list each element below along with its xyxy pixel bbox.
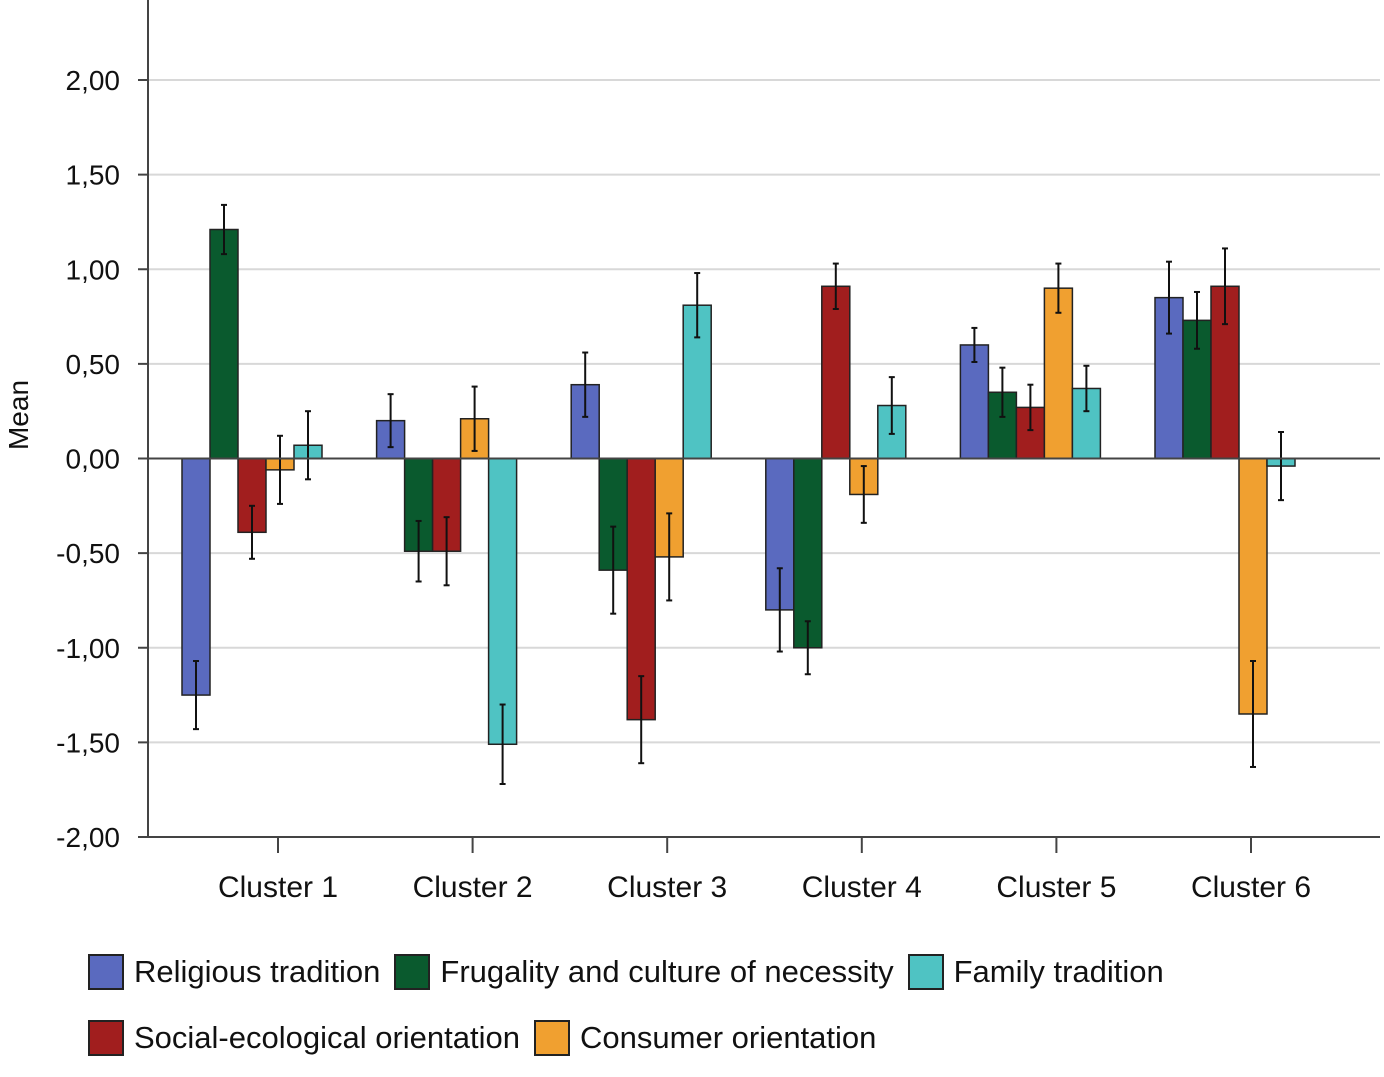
bar xyxy=(821,285,851,460)
legend-swatch xyxy=(88,954,124,990)
legend-label: Religious tradition xyxy=(134,954,381,989)
legend-item: Frugality and culture of necessity xyxy=(394,954,894,990)
y-tick-label: -1,00 xyxy=(56,633,120,664)
bar xyxy=(1043,287,1074,460)
bar xyxy=(181,457,211,696)
x-tick-label: Cluster 2 xyxy=(413,871,533,904)
x-tick-label: Cluster 5 xyxy=(996,871,1116,904)
y-tick-label: -1,50 xyxy=(56,727,120,758)
bar-chart: 2,00 1,50 1,00 0,50 0,00 -0,50 -1,00 -1,50 -2,00… xyxy=(3,0,1380,904)
legend-row: Religious tradition Frugality and culture… xyxy=(88,945,1378,999)
y-tick-label: 0,50 xyxy=(66,349,121,380)
gridlines xyxy=(148,79,1380,838)
legend-swatch xyxy=(394,954,431,990)
legend-item: Family tradition xyxy=(907,954,1164,990)
x-tick-label: Cluster 6 xyxy=(1191,871,1311,904)
y-axis-title: Mean xyxy=(3,380,34,450)
x-tick-label: Cluster 1 xyxy=(218,871,338,904)
bar xyxy=(209,228,239,460)
bar xyxy=(487,457,518,746)
legend: Religious tradition Frugality and culture… xyxy=(88,945,1378,1077)
axes: 2,00 1,50 1,00 0,50 0,00 -0,50 -1,00 -1,50 -2,00… xyxy=(56,0,1380,904)
legend-item: Consumer orientation xyxy=(534,1020,876,1056)
bars xyxy=(181,203,1296,786)
y-tick-label: -2,00 xyxy=(56,822,120,853)
legend-label: Frugality and culture of necessity xyxy=(440,954,894,989)
y-tick-label: 1,50 xyxy=(66,160,121,191)
y-tick-label: -0,50 xyxy=(56,538,120,569)
y-tick-label: 2,00 xyxy=(66,65,121,96)
legend-row: Social-ecological orientation Consumer or… xyxy=(88,1011,1378,1065)
legend-label: Family tradition xyxy=(953,954,1164,989)
legend-swatch xyxy=(88,1020,124,1056)
legend-swatch xyxy=(534,1020,571,1056)
legend-label: Social-ecological orientation xyxy=(134,1020,521,1055)
x-tick-label: Cluster 4 xyxy=(802,871,922,904)
legend-item: Religious tradition xyxy=(88,954,380,990)
legend-item: Social-ecological orientation xyxy=(88,1020,520,1056)
legend-swatch xyxy=(907,954,944,990)
x-tick-label: Cluster 3 xyxy=(607,871,727,904)
y-tick-label: 1,00 xyxy=(66,254,121,285)
legend-label: Consumer orientation xyxy=(580,1020,877,1055)
bar xyxy=(793,457,823,649)
y-tick-label: 0,00 xyxy=(66,444,121,475)
